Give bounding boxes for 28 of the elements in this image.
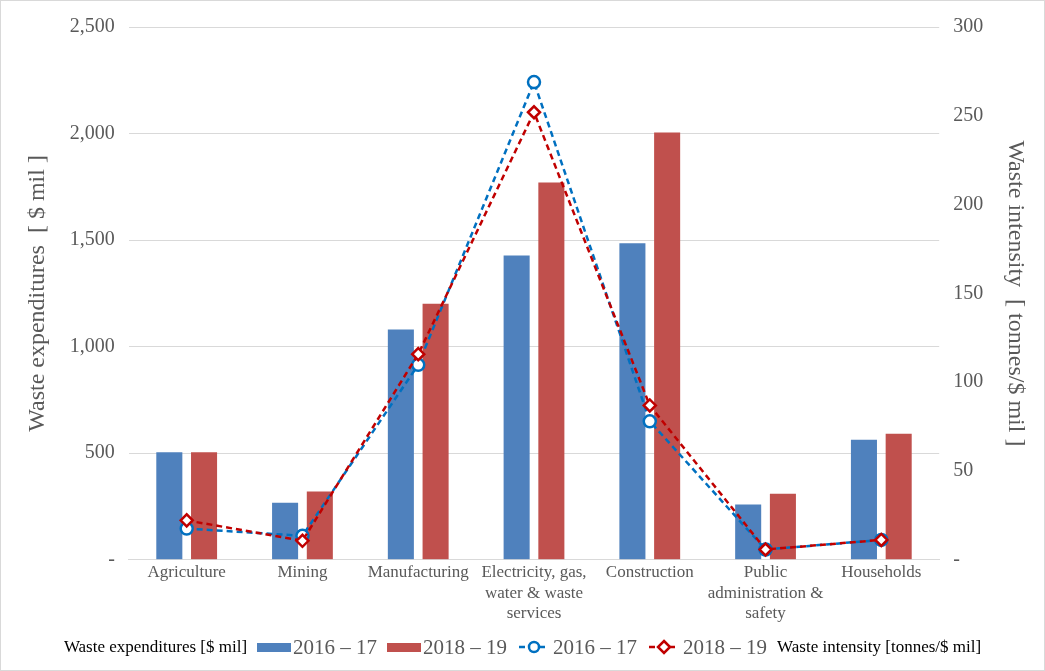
text: Waste intensity [tonnes/$ mil] [777,637,982,657]
y2-tick-label: 50 [953,458,974,481]
y2-tick-label: - [953,547,960,570]
y2-tick-label: 200 [953,191,984,214]
y-axis-title: Waste expenditures [ $ mil ] [22,155,49,432]
y2-axis-title: Waste intensity [ tonnes/$ mil ] [1004,140,1031,447]
y-tick-label: 1,000 [69,333,115,356]
x-tick-label: Construction [605,562,695,582]
y2-tick-label: 300 [953,14,984,37]
x-tick-label: Mining [277,562,328,582]
x-tick-label: Public administration & safety [707,562,824,623]
legend-label: 2016 – 17 [293,634,378,660]
y2-tick-label: 100 [953,369,984,392]
y2-tick-label: 250 [953,103,984,126]
legend-label: 2018 – 19 [683,634,768,660]
x-tick-label: Households [841,562,922,582]
legend-label: 2016 – 17 [553,634,638,660]
text: Waste expenditures [$ mil] [63,637,248,657]
x-tick-label: Electricity, gas, water & waste services [481,562,587,623]
x-tick-label: Manufacturing [367,562,470,582]
y-tick-label: 2,000 [69,120,115,143]
x-tick-label: Agriculture [147,562,226,582]
y-tick-label: 2,500 [69,14,115,37]
y-tick-label: 500 [84,440,115,463]
legend-label: 2018 – 19 [423,634,508,660]
y2-tick-label: 150 [953,280,984,303]
y-tick-label: - [108,547,115,570]
y-tick-label: 1,500 [69,227,115,250]
